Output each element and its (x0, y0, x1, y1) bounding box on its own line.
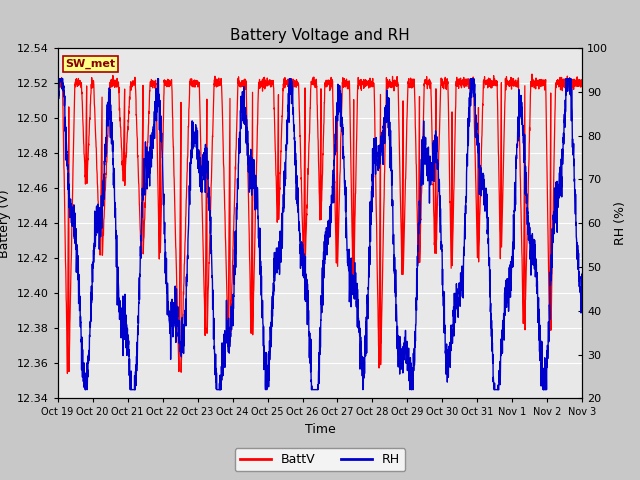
BattV (528, 71, 536, 77)
RH (114, 280, 122, 286)
RH (54, 94, 61, 100)
RH (255, 244, 263, 250)
BattV (54, 76, 61, 82)
BattV (63, 371, 71, 376)
BattV (114, 82, 122, 88)
X-axis label: Time: Time (305, 423, 335, 436)
BattV (579, 80, 586, 85)
BattV (568, 80, 576, 85)
Legend: BattV, RH: BattV, RH (235, 448, 405, 471)
Y-axis label: RH (%): RH (%) (614, 201, 627, 245)
BattV (512, 77, 520, 83)
BattV (255, 81, 263, 86)
Title: Battery Voltage and RH: Battery Voltage and RH (230, 28, 410, 43)
Line: RH: RH (58, 79, 582, 390)
BattV (278, 121, 285, 127)
RH (579, 271, 586, 276)
Line: BattV: BattV (58, 74, 582, 373)
BattV (145, 108, 152, 114)
Y-axis label: Battery (V): Battery (V) (0, 189, 11, 257)
RH (568, 144, 576, 150)
RH (512, 155, 520, 160)
RH (278, 229, 286, 235)
RH (81, 387, 89, 393)
RH (55, 76, 63, 82)
RH (145, 173, 153, 179)
Text: SW_met: SW_met (65, 59, 116, 69)
